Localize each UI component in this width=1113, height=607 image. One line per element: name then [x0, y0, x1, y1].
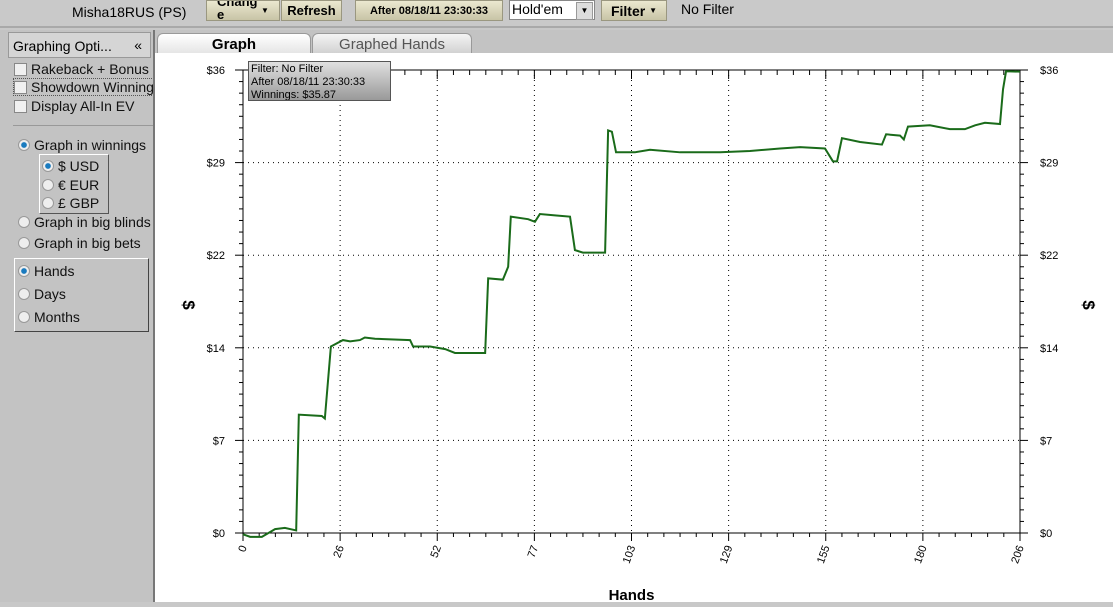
tooltip-winnings: Winnings: $35.87 — [251, 89, 336, 101]
refresh-button[interactable]: Refresh — [281, 0, 342, 21]
y-tick-label-right: $29 — [1040, 158, 1058, 170]
radio-big-blinds[interactable]: Graph in big blinds — [18, 214, 151, 230]
radio-hands[interactable]: Hands — [18, 263, 74, 279]
radio-icon[interactable] — [18, 288, 30, 300]
radio-label: Graph in winnings — [34, 137, 147, 153]
y-tick-label-left: $22 — [207, 250, 225, 262]
filter-label: Filter — [610, 2, 646, 19]
tab-graph[interactable]: Graph — [157, 33, 311, 54]
y-tick-label-left: $7 — [213, 435, 225, 447]
checkbox-allin-ev[interactable]: Display All-In EV — [14, 98, 134, 114]
change-label: Chang e — [217, 0, 258, 21]
tooltip-filter: Filter: No Filter — [251, 63, 324, 75]
radio-graph-winnings[interactable]: Graph in winnings — [18, 137, 146, 153]
radio-icon[interactable] — [42, 160, 54, 172]
y-tick-label-left: $36 — [207, 65, 225, 77]
winnings-line — [242, 70, 1021, 538]
dropdown-icon: ▼ — [649, 6, 658, 15]
x-tick-label: 77 — [526, 544, 541, 560]
y-axis-label-right: $ — [1079, 300, 1098, 310]
y-tick-label-right: $36 — [1040, 65, 1058, 77]
x-tick-label: 26 — [331, 544, 346, 560]
checkbox-icon[interactable] — [14, 80, 27, 94]
radio-icon[interactable] — [18, 216, 30, 228]
tab-graphed-hands[interactable]: Graphed Hands — [312, 33, 472, 54]
panel-header: Graphing Opti... « — [8, 32, 151, 58]
x-tick-label: 129 — [718, 544, 736, 565]
radio-label: Hands — [34, 263, 75, 279]
radio-label: £ GBP — [58, 195, 100, 211]
radio-icon[interactable] — [18, 311, 30, 323]
checkbox-icon[interactable] — [14, 62, 27, 76]
radio-usd[interactable]: $ USD — [42, 158, 99, 174]
radio-label: Months — [34, 309, 80, 325]
radio-label: € EUR — [58, 177, 100, 193]
graphing-options-panel: Graphing Opti... « Rakeback + Bonus Showd… — [0, 30, 155, 602]
checkbox-icon[interactable] — [14, 99, 27, 113]
radio-big-bets[interactable]: Graph in big bets — [18, 235, 141, 251]
y-tick-label-left: $14 — [207, 343, 225, 355]
chart-tooltip: Filter: No Filter After 08/18/11 23:30:3… — [248, 61, 391, 101]
divider — [13, 125, 153, 126]
radio-icon[interactable] — [42, 179, 54, 191]
radio-icon[interactable] — [18, 265, 30, 277]
checkbox-showdown[interactable]: Showdown Winnings — [13, 78, 155, 96]
winnings-chart: 0 26 52 77 103 129 155 180 206 $0 $0 $7 $7 $14 $14 $22 $… — [179, 65, 1098, 604]
x-unit-group — [14, 258, 149, 332]
x-tick-label: 206 — [1009, 544, 1027, 565]
radio-days[interactable]: Days — [18, 286, 66, 302]
checkbox-label: Display All-In EV — [31, 98, 135, 114]
chart-area: 0 26 52 77 103 129 155 180 206 $0 $0 $7 $7 $14 $14 $22 $… — [155, 53, 1113, 604]
currency-group — [39, 154, 109, 214]
y-tick-label-right: $14 — [1040, 343, 1058, 355]
toolbar: Misha18RUS (PS) Chang e ▼ Refresh After 0… — [0, 0, 1113, 28]
x-axis-label: Hands — [609, 587, 655, 602]
collapse-icon[interactable]: « — [134, 37, 142, 53]
x-tick-label: 0 — [236, 544, 249, 554]
checkbox-label: Rakeback + Bonus — [31, 61, 149, 77]
panel-title: Graphing Opti... — [13, 38, 112, 54]
y-tick-label-left: $0 — [213, 528, 225, 540]
x-tick-label: 180 — [912, 544, 930, 565]
x-tick-label: 155 — [815, 544, 833, 565]
player-name: Misha18RUS (PS) — [72, 4, 187, 20]
dropdown-icon[interactable]: ▼ — [576, 2, 593, 20]
date-filter-button[interactable]: After 08/18/11 23:30:33 — [355, 0, 503, 21]
y-axis-label-left: $ — [179, 300, 198, 310]
game-select[interactable]: Hold'em ▼ — [509, 0, 595, 20]
radio-label: $ USD — [58, 158, 100, 174]
radio-icon[interactable] — [18, 237, 30, 249]
radio-eur[interactable]: € EUR — [42, 177, 99, 193]
radio-gbp[interactable]: £ GBP — [42, 195, 99, 211]
radio-icon[interactable] — [42, 197, 54, 209]
dropdown-icon: ▼ — [261, 6, 269, 15]
filter-status: No Filter — [681, 1, 734, 17]
filter-button[interactable]: Filter ▼ — [601, 0, 667, 21]
radio-label: Days — [34, 286, 66, 302]
radio-label: Graph in big bets — [34, 235, 141, 251]
checkbox-rakeback[interactable]: Rakeback + Bonus — [14, 61, 149, 77]
y-tick-label-right: $7 — [1040, 435, 1052, 447]
radio-icon[interactable] — [18, 139, 30, 151]
checkbox-label: Showdown Winnings — [31, 79, 155, 95]
tab-bar: Graph Graphed Hands — [155, 30, 1113, 54]
radio-months[interactable]: Months — [18, 309, 80, 325]
game-select-value: Hold'em — [512, 1, 563, 17]
y-tick-label-right: $0 — [1040, 528, 1052, 540]
change-button[interactable]: Chang e ▼ — [206, 0, 280, 21]
x-tick-label: 103 — [621, 544, 639, 565]
y-tick-label-left: $29 — [207, 158, 225, 170]
x-tick-label: 52 — [429, 544, 444, 560]
radio-label: Graph in big blinds — [34, 214, 151, 230]
y-tick-label-right: $22 — [1040, 250, 1058, 262]
tooltip-date: After 08/18/11 23:30:33 — [251, 76, 366, 88]
